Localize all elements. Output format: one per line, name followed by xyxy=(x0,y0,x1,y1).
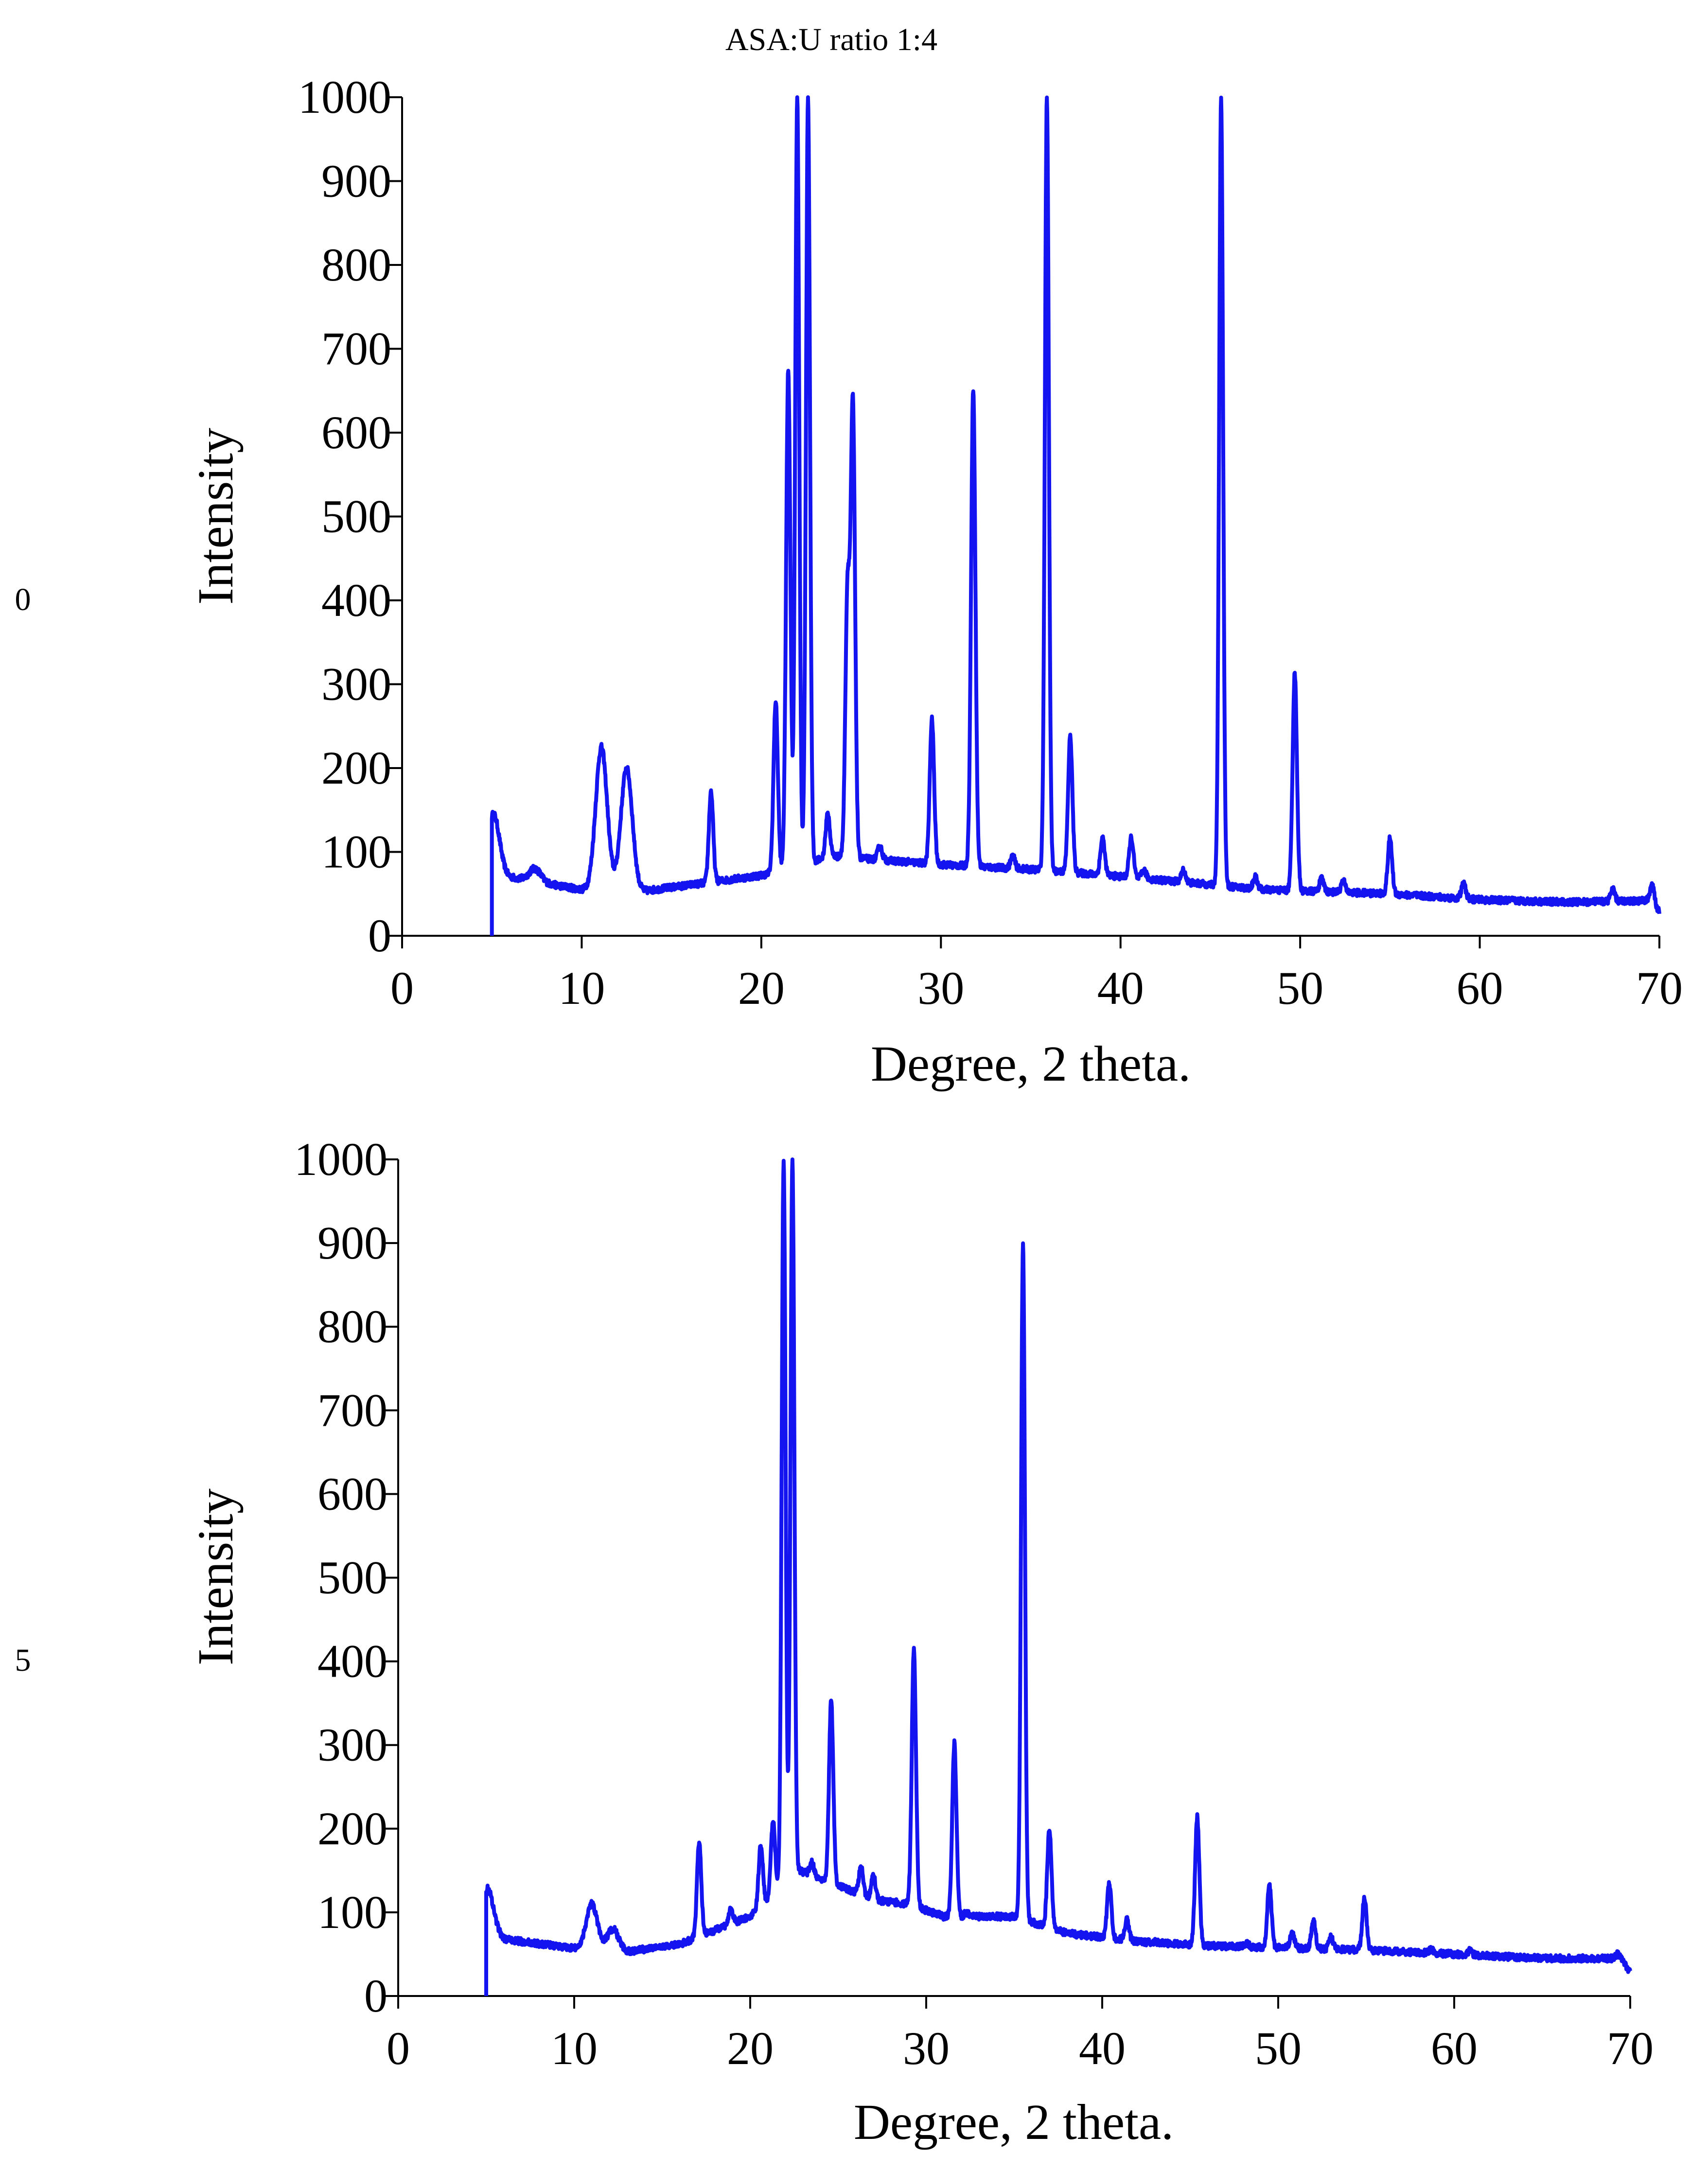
y-axis-ticks: 0 100 200 300 400 500 600 700 800 900 1000 xyxy=(298,71,402,962)
chart-panel-bottom: 5 0 100 200 300 400 500 600 700 800 900 1000 0 10 20… xyxy=(15,1133,1654,2150)
x-tick-label: 40 xyxy=(1097,962,1144,1014)
x-tick-label: 50 xyxy=(1277,962,1323,1014)
y-tick-label: 100 xyxy=(321,826,391,878)
y-axis-ticks: 0 100 200 300 400 500 600 700 800 900 1000 xyxy=(294,1133,398,2022)
y-tick-label: 600 xyxy=(321,406,391,458)
x-tick-label: 30 xyxy=(903,2022,950,2074)
y-tick-label: 200 xyxy=(321,742,391,794)
y-tick-label: 800 xyxy=(321,239,391,291)
x-axis-title: Degree, 2 theta. xyxy=(854,2094,1174,2150)
y-tick-label: 700 xyxy=(321,323,391,375)
x-tick-label: 40 xyxy=(1079,2022,1126,2074)
y-tick-label: 1000 xyxy=(298,71,391,123)
y-tick-label: 400 xyxy=(321,574,391,626)
x-tick-label: 30 xyxy=(917,962,964,1014)
x-axis-ticks: 0 10 20 30 40 50 60 70 xyxy=(387,1996,1654,2074)
x-tick-label: 50 xyxy=(1255,2022,1302,2074)
x-tick-label: 70 xyxy=(1607,2022,1654,2074)
x-tick-label: 60 xyxy=(1431,2022,1478,2074)
y-tick-label: 800 xyxy=(317,1300,387,1352)
y-tick-label: 0 xyxy=(364,1970,387,2022)
x-tick-label: 10 xyxy=(551,2022,598,2074)
y-tick-label: 0 xyxy=(368,910,391,962)
x-tick-label: 20 xyxy=(727,2022,774,2074)
figure-title: ASA:U ratio 1:4 xyxy=(725,22,937,57)
xrd-series-line xyxy=(484,1157,1632,1996)
y-tick-label: 1000 xyxy=(294,1133,387,1185)
y-tick-label: 300 xyxy=(317,1719,387,1771)
x-tick-label: 20 xyxy=(738,962,785,1014)
x-tick-label: 70 xyxy=(1636,962,1683,1014)
y-tick-label: 300 xyxy=(321,658,391,710)
x-tick-label: 0 xyxy=(390,962,414,1014)
y-tick-label: 900 xyxy=(317,1217,387,1269)
y-axis-title: Intensity xyxy=(188,428,244,605)
x-tick-label: 10 xyxy=(558,962,605,1014)
y-tick-label: 400 xyxy=(317,1635,387,1687)
y-tick-label: 200 xyxy=(317,1803,387,1855)
chart-panel-top: 0 0 100 200 300 400 500 600 700 800 900 1000 0 10 20… xyxy=(15,71,1683,1092)
panel-side-label: 5 xyxy=(15,1643,31,1678)
x-tick-label: 60 xyxy=(1457,962,1503,1014)
y-tick-label: 100 xyxy=(317,1886,387,1938)
panel-side-label: 0 xyxy=(15,582,31,617)
y-axis-title: Intensity xyxy=(188,1488,244,1665)
x-axis-title: Degree, 2 theta. xyxy=(871,1036,1191,1092)
y-tick-label: 500 xyxy=(321,490,391,543)
xrd-series-line xyxy=(490,95,1661,936)
x-axis-ticks: 0 10 20 30 40 50 60 70 xyxy=(390,936,1683,1014)
y-tick-label: 600 xyxy=(317,1468,387,1520)
y-tick-label: 900 xyxy=(321,155,391,207)
x-tick-label: 0 xyxy=(387,2022,410,2074)
y-tick-label: 700 xyxy=(317,1384,387,1436)
y-tick-label: 500 xyxy=(317,1552,387,1604)
